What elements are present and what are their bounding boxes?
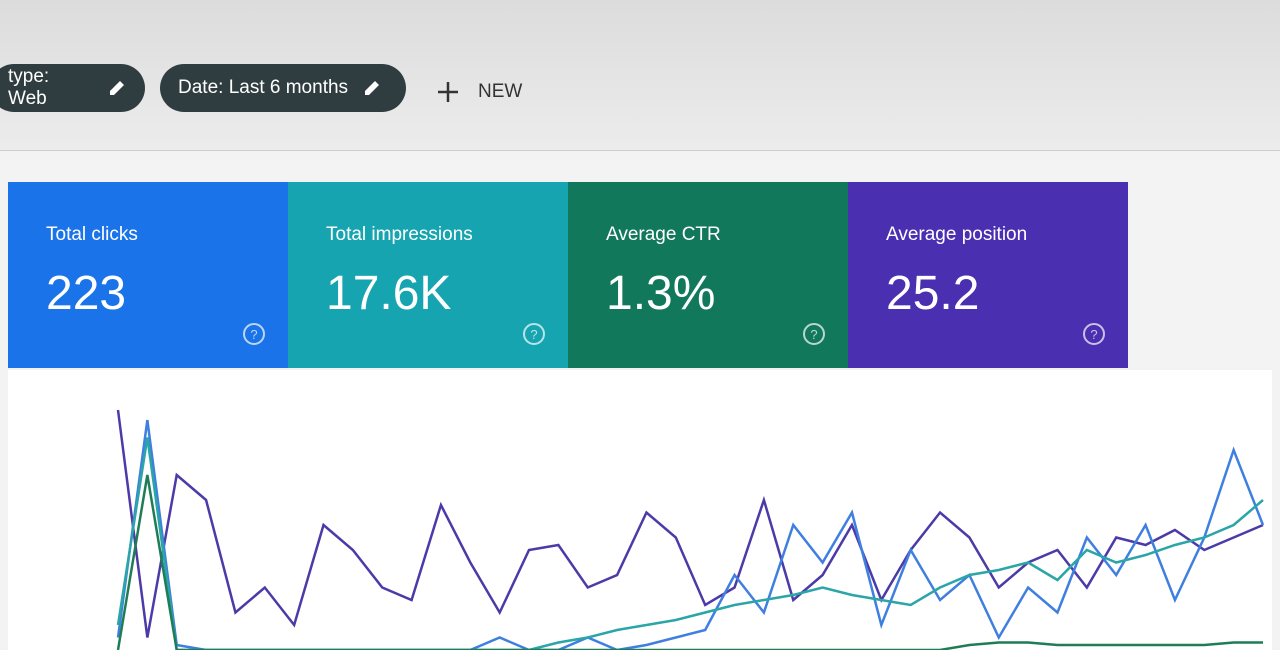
edit-icon [365,81,380,95]
svg-text:?: ? [530,327,537,342]
metric-card[interactable]: Total impressions 17.6K? [288,182,568,368]
metric-card[interactable]: Average position 25.2? [848,182,1128,368]
filter-chip[interactable]: Date: Last 6 months [160,64,406,112]
metric-label: Total impressions [326,224,473,245]
series-line [116,437,1264,650]
metric-label: Average position [886,224,1028,245]
toolbar: type: Web Date: Last 6 months NEW [0,0,1280,151]
metric-cards: Total clicks 223? Total impressions 17.6K? A… [8,182,1128,368]
plus-icon [438,82,458,102]
metric-value: 25.2 [886,267,980,320]
metric-value: 1.3% [606,267,716,320]
new-label: NEW [478,81,523,102]
svg-text:?: ? [1090,327,1097,342]
metric-label: Average CTR [606,224,721,245]
chip-label: type: Web [8,66,50,109]
help-icon: ? [1083,323,1105,345]
help-icon: ? [803,323,825,345]
chart [8,370,1272,650]
metric-card[interactable]: Total clicks 223? [8,182,288,368]
series-line [116,409,1264,638]
edit-icon [110,81,125,95]
new-button[interactable]: NEW [436,80,522,104]
series-line [116,419,1265,650]
metric-card[interactable]: Average CTR 1.3%? [568,182,848,368]
help-icon: ? [243,323,265,345]
svg-text:?: ? [810,327,817,342]
metric-label: Total clicks [46,224,138,245]
chip-label: Date: Last 6 months [178,77,349,98]
metric-value: 17.6K [326,267,452,320]
metric-value: 223 [46,267,127,320]
series-line [116,474,1263,650]
help-icon: ? [523,323,545,345]
svg-text:?: ? [250,327,257,342]
filter-chip[interactable]: type: Web [0,64,145,112]
